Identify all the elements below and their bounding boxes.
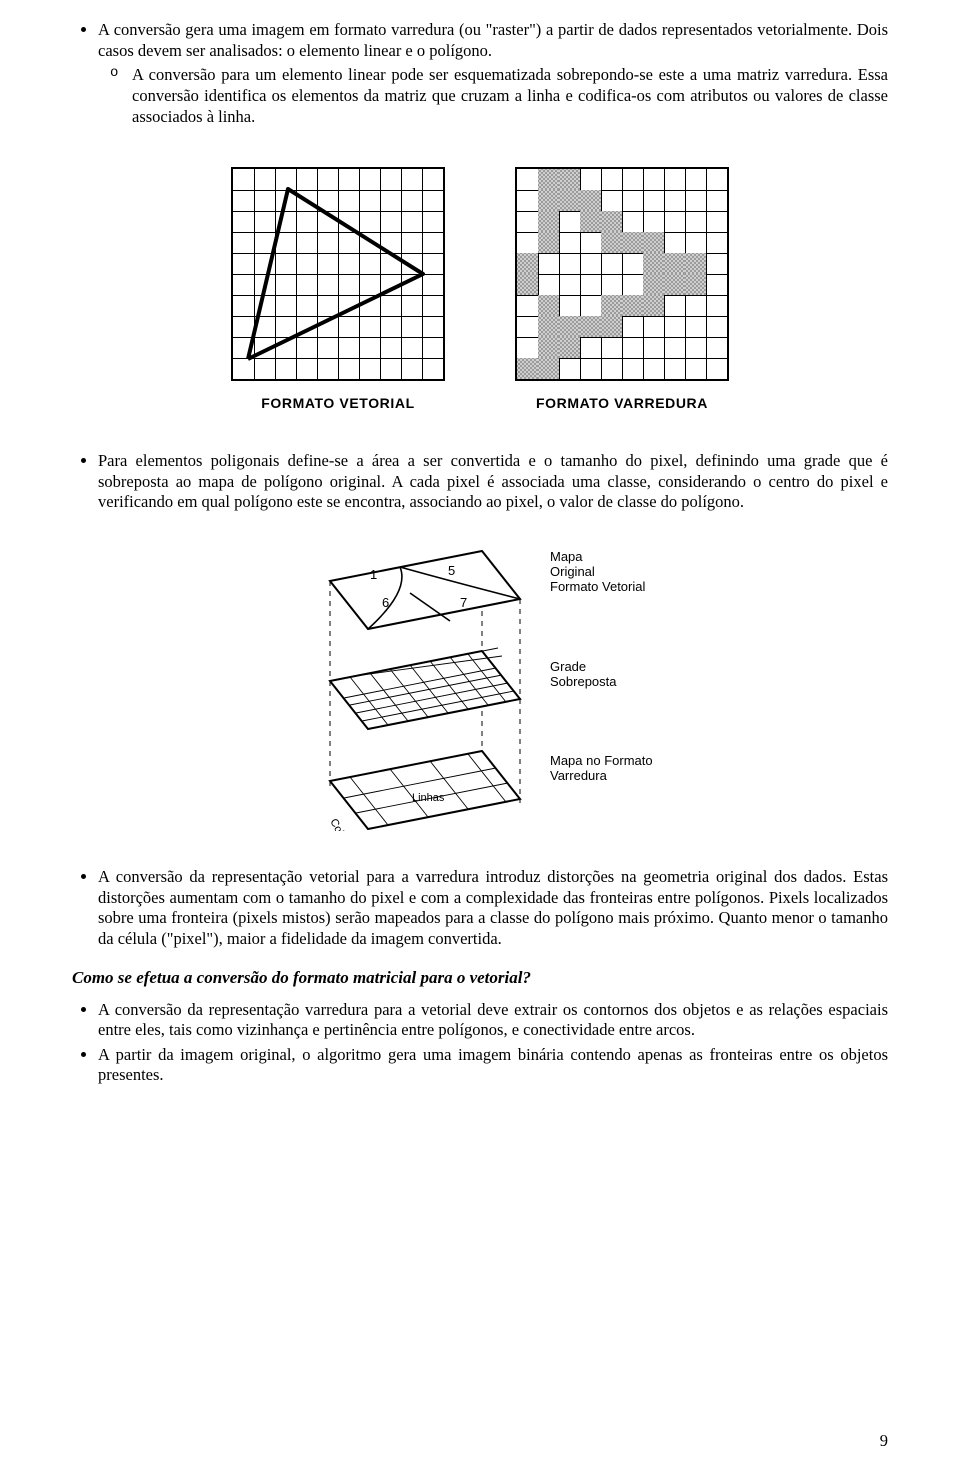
- raster-cell: [538, 295, 559, 316]
- raster-cell: [538, 316, 559, 337]
- bullet-list-4: A conversão da representação varredura p…: [72, 1000, 888, 1087]
- layer-label: Mapa: [550, 549, 583, 564]
- raster-grid: [515, 167, 729, 381]
- layer-label: Varredura: [550, 768, 608, 783]
- region-label: 7: [460, 595, 467, 610]
- layer-label: Grade: [550, 659, 586, 674]
- raster-cell: [517, 358, 538, 379]
- bullet-item: A conversão da representação varredura p…: [98, 1000, 888, 1041]
- layer-bottom: Linhas Colunas: [327, 751, 520, 831]
- figure-caption: FORMATO VARREDURA: [536, 395, 708, 411]
- raster-cell: [685, 274, 706, 295]
- raster-cell: [580, 190, 601, 211]
- raster-cell: [622, 295, 643, 316]
- page-number: 9: [880, 1431, 888, 1451]
- raster-cell: [538, 190, 559, 211]
- layer-label: Sobreposta: [550, 674, 617, 689]
- vector-grid: [231, 167, 445, 381]
- region-label: 1: [370, 567, 377, 582]
- region-label: 6: [382, 595, 389, 610]
- raster-cell: [601, 316, 622, 337]
- bullet-list-2: Para elementos poligonais define-se a ár…: [72, 451, 888, 513]
- sub-bullet-list: A conversão para um elemento linear pode…: [98, 65, 888, 127]
- raster-cell: [559, 337, 580, 358]
- raster-cell: [643, 295, 664, 316]
- bullet-item: A partir da imagem original, o algoritmo…: [98, 1045, 888, 1086]
- layer-top: 1 5 6 7: [330, 551, 520, 629]
- axis-label: Linhas: [412, 792, 445, 804]
- layer-label: Formato Vetorial: [550, 579, 645, 594]
- figure-2: 1 5 6 7: [72, 541, 888, 831]
- region-label: 5: [448, 563, 455, 578]
- raster-cell: [601, 232, 622, 253]
- raster-cell: [664, 253, 685, 274]
- raster-cell: [538, 358, 559, 379]
- raster-cell: [643, 232, 664, 253]
- figure-caption: FORMATO VETORIAL: [261, 395, 415, 411]
- figure-1: FORMATO VETORIAL FORMATO VARREDURA: [72, 167, 888, 411]
- bullet-text: A conversão gera uma imagem em formato v…: [98, 20, 888, 60]
- bullet-item: Para elementos poligonais define-se a ár…: [98, 451, 888, 513]
- raster-cell: [538, 232, 559, 253]
- raster-cell: [664, 274, 685, 295]
- raster-cell: [559, 316, 580, 337]
- sub-bullet-item: A conversão para um elemento linear pode…: [132, 65, 888, 127]
- raster-cell: [580, 211, 601, 232]
- layer-diagram-svg: 1 5 6 7: [250, 541, 710, 831]
- bullet-list-1: A conversão gera uma imagem em formato v…: [72, 20, 888, 127]
- bullet-text: Para elementos poligonais define-se a ár…: [98, 451, 888, 511]
- raster-cell: [622, 232, 643, 253]
- bullet-text: A conversão da representação varredura p…: [98, 1000, 888, 1040]
- bullet-item: A conversão gera uma imagem em formato v…: [98, 20, 888, 127]
- raster-cell: [685, 253, 706, 274]
- bullet-text: A partir da imagem original, o algoritmo…: [98, 1045, 888, 1085]
- document-page: A conversão gera uma imagem em formato v…: [0, 0, 960, 1475]
- raster-cell: [538, 211, 559, 232]
- axis-label: Colunas: [327, 817, 357, 831]
- raster-cell: [559, 190, 580, 211]
- raster-cell: [601, 295, 622, 316]
- raster-cell: [538, 169, 559, 190]
- layer-middle: [330, 648, 520, 729]
- raster-cell: [643, 253, 664, 274]
- raster-cell: [517, 253, 538, 274]
- section-heading: Como se efetua a conversão do formato ma…: [72, 968, 888, 988]
- bullet-text: A conversão da representação vetorial pa…: [98, 867, 888, 948]
- layer-label: Mapa no Formato: [550, 753, 653, 768]
- bullet-item: A conversão da representação vetorial pa…: [98, 867, 888, 950]
- figure-1-right: FORMATO VARREDURA: [515, 167, 729, 411]
- layer-label: Original: [550, 564, 595, 579]
- raster-cell: [643, 274, 664, 295]
- raster-cell: [601, 211, 622, 232]
- raster-cell: [538, 337, 559, 358]
- figure-1-left: FORMATO VETORIAL: [231, 167, 445, 411]
- sub-bullet-text: A conversão para um elemento linear pode…: [132, 65, 888, 125]
- raster-cell: [580, 316, 601, 337]
- raster-cell: [517, 274, 538, 295]
- bullet-list-3: A conversão da representação vetorial pa…: [72, 867, 888, 950]
- raster-cell: [559, 169, 580, 190]
